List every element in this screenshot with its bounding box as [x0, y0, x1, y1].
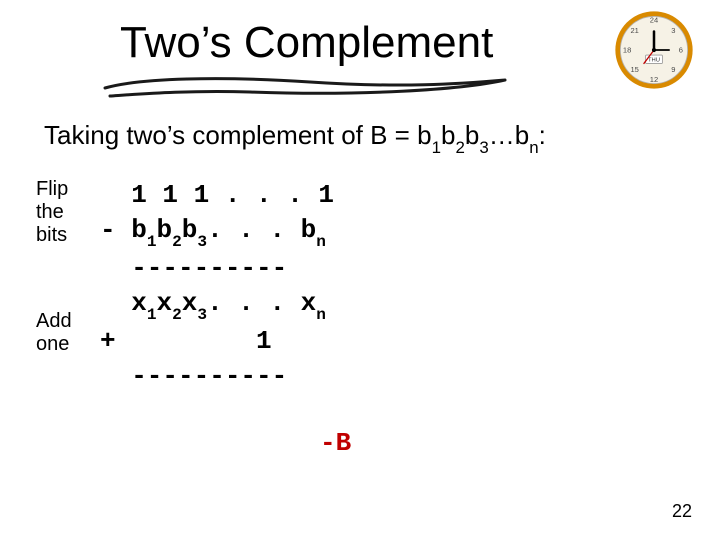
clock-number: 3 — [671, 26, 675, 35]
title-underline-scribble — [100, 72, 520, 102]
wall-clock-icon: 24 6 12 18 3 9 15 21 THU — [612, 8, 696, 92]
subtitle-text: Taking two’s complement of B = b — [44, 120, 432, 150]
clock-number: 12 — [650, 75, 658, 84]
formula-sym: . . . b — [207, 215, 316, 245]
label-add-one: Add one — [36, 310, 72, 356]
formula-row-ones: 1 1 1 . . . 1 — [100, 180, 334, 210]
clock-number: 18 — [623, 46, 631, 55]
subtitle-text: b — [465, 120, 479, 150]
formula-sub: 2 — [172, 306, 182, 324]
subtitle-sub: 1 — [432, 138, 441, 157]
formula-sym: x — [157, 288, 173, 318]
label-line: one — [36, 333, 69, 355]
clock-number: 21 — [630, 26, 638, 35]
formula-sub: 2 — [172, 233, 182, 251]
label-line: Flip — [36, 178, 68, 200]
label-line: bits — [36, 224, 67, 246]
formula-sym: b — [182, 215, 198, 245]
formula-plus-one: + 1 — [100, 326, 272, 356]
formula-sub: 1 — [147, 306, 157, 324]
formula-dashline: ---------- — [100, 361, 287, 391]
formula-sub: 1 — [147, 233, 157, 251]
subtitle-text: b — [441, 120, 455, 150]
clock-number: 24 — [650, 15, 658, 24]
result-minus-b: -B — [320, 428, 351, 458]
formula-dashline: ---------- — [100, 253, 287, 283]
slide-title: Two’s Complement — [120, 18, 493, 68]
formula-sym: x — [131, 288, 147, 318]
twos-complement-formula: 1 1 1 . . . 1 - b1b2b3. . . bn ---------… — [100, 178, 334, 394]
clock-number: 6 — [679, 46, 683, 55]
label-line: Add — [36, 310, 72, 332]
formula-sym: x — [182, 288, 198, 318]
subtitle-text: : — [539, 120, 546, 150]
formula-sub: n — [316, 306, 326, 324]
label-flip-the-bits: Flip the bits — [36, 178, 68, 247]
page-number: 22 — [672, 501, 692, 522]
label-line: the — [36, 201, 64, 223]
subtitle-text: …b — [489, 120, 529, 150]
formula-sym: b — [131, 215, 147, 245]
subtitle-line: Taking two’s complement of B = b1b2b3…bn… — [44, 120, 546, 155]
clock-day-label: THU — [648, 58, 660, 64]
subtitle-sub: 3 — [479, 138, 488, 157]
clock-number: 15 — [630, 65, 638, 74]
formula-sym: b — [157, 215, 173, 245]
formula-sub: n — [316, 233, 326, 251]
formula-minus: - — [100, 215, 131, 245]
subtitle-sub: n — [529, 138, 538, 157]
formula-row-x-lead — [100, 288, 131, 318]
subtitle-sub: 2 — [455, 138, 464, 157]
formula-sub: 3 — [197, 233, 207, 251]
formula-sym: . . . x — [207, 288, 316, 318]
formula-sub: 3 — [197, 306, 207, 324]
clock-number: 9 — [671, 65, 675, 74]
